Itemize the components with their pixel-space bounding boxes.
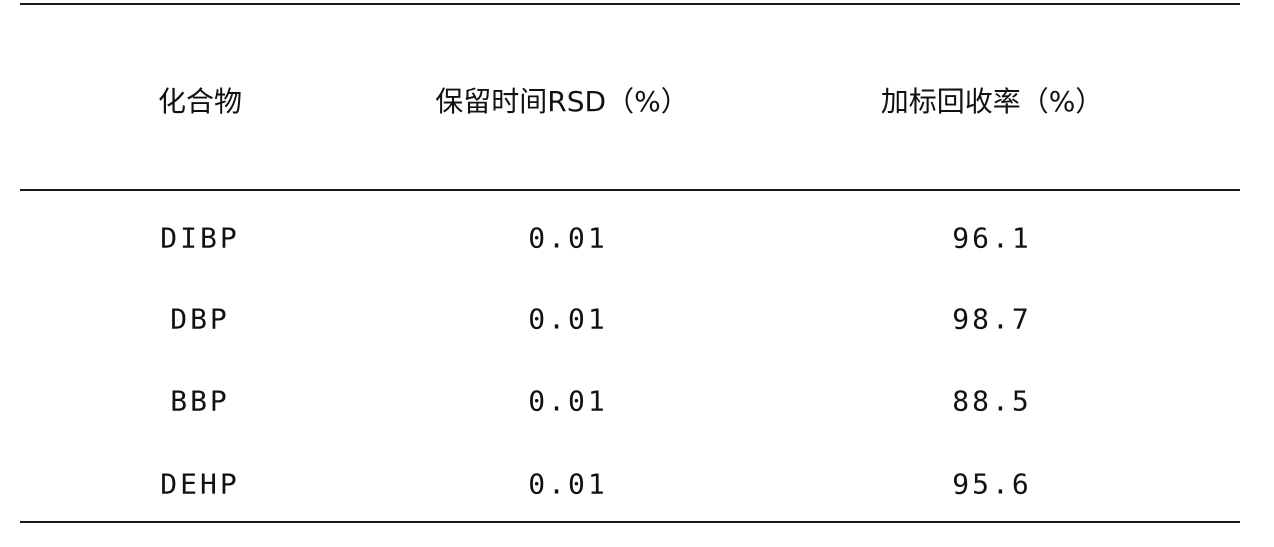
bottom-rule <box>20 521 1240 523</box>
rsd-cell: 0.01 <box>528 302 608 336</box>
compound-cell: DEHP <box>160 467 240 501</box>
top-rule <box>20 3 1240 5</box>
header-compound: 化合物 <box>157 85 243 118</box>
recovery-cell: 88.5 <box>952 384 1032 418</box>
header-retention-rsd: 保留时间RSD（%） <box>435 85 689 118</box>
rsd-cell: 0.01 <box>528 467 608 501</box>
compound-cell: DIBP <box>160 221 240 255</box>
header-recovery: 加标回收率（%） <box>880 85 1104 118</box>
rsd-cell: 0.01 <box>528 221 608 255</box>
recovery-cell: 98.7 <box>952 302 1032 336</box>
recovery-cell: 95.6 <box>952 467 1032 501</box>
compound-cell: DBP <box>170 302 230 336</box>
rsd-cell: 0.01 <box>528 384 608 418</box>
header-rule <box>20 189 1240 191</box>
recovery-cell: 96.1 <box>952 221 1032 255</box>
compound-cell: BBP <box>170 384 230 418</box>
